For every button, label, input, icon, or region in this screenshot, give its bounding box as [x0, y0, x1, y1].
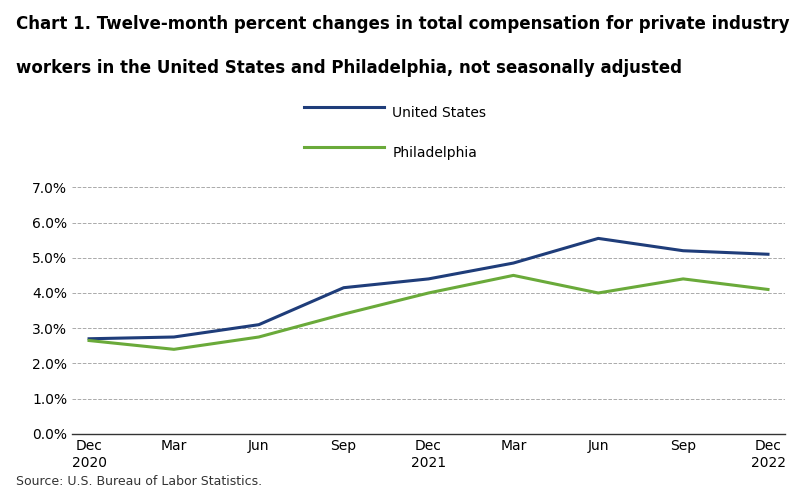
- United States: [254, 322, 264, 328]
- United States: [424, 276, 433, 282]
- Text: Chart 1. Twelve-month percent changes in total compensation for private industry: Chart 1. Twelve-month percent changes in…: [16, 15, 790, 33]
- Text: Philadelphia: Philadelphia: [392, 146, 477, 160]
- United States: [678, 248, 688, 254]
- United States: [339, 285, 348, 291]
- Philadelphia: [169, 347, 179, 352]
- Philadelphia: [594, 290, 603, 296]
- Line: Philadelphia: Philadelphia: [89, 276, 768, 350]
- United States: [169, 334, 179, 340]
- Line: United States: United States: [89, 239, 768, 339]
- Philadelphia: [254, 334, 264, 340]
- United States: [594, 236, 603, 242]
- Philadelphia: [678, 276, 688, 282]
- United States: [763, 251, 773, 257]
- Text: Source: U.S. Bureau of Labor Statistics.: Source: U.S. Bureau of Labor Statistics.: [16, 475, 262, 488]
- United States: [509, 260, 518, 266]
- Text: United States: United States: [392, 106, 486, 120]
- United States: [84, 336, 94, 342]
- Text: workers in the United States and Philadelphia, not seasonally adjusted: workers in the United States and Philade…: [16, 59, 682, 77]
- Philadelphia: [763, 286, 773, 292]
- Philadelphia: [509, 273, 518, 279]
- Philadelphia: [84, 338, 94, 344]
- Philadelphia: [424, 290, 433, 296]
- Philadelphia: [339, 311, 348, 317]
